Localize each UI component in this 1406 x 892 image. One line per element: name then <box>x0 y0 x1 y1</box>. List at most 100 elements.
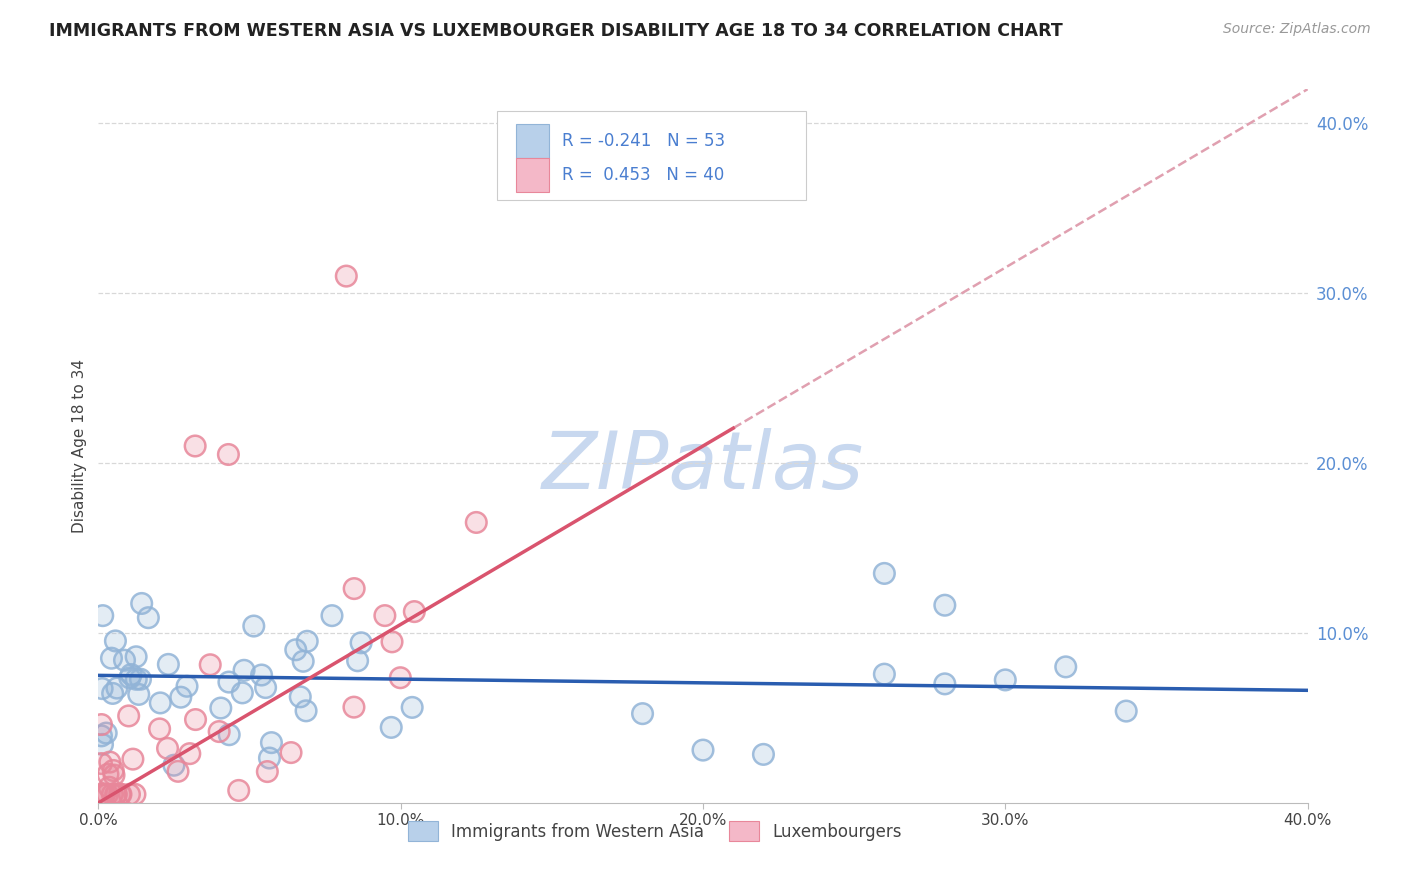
Point <box>873 667 896 681</box>
Point <box>101 686 124 700</box>
Point <box>156 741 179 756</box>
Text: ZIPatlas: ZIPatlas <box>541 428 865 507</box>
Point <box>1115 704 1137 718</box>
Point <box>343 700 366 714</box>
Text: Source: ZipAtlas.com: Source: ZipAtlas.com <box>1223 22 1371 37</box>
Point <box>228 783 250 797</box>
Point <box>465 516 488 530</box>
Point <box>98 780 121 795</box>
Point <box>118 709 141 723</box>
Point <box>156 741 179 756</box>
Point <box>114 653 136 667</box>
Point <box>380 720 402 734</box>
Point <box>101 787 124 801</box>
Point <box>297 634 319 648</box>
Point <box>149 696 172 710</box>
Point <box>200 657 222 672</box>
Point <box>231 686 253 700</box>
Text: R = -0.241   N = 53: R = -0.241 N = 53 <box>561 132 724 150</box>
Point <box>233 663 256 677</box>
Point <box>350 636 373 650</box>
Point <box>321 608 343 623</box>
Point <box>93 787 115 801</box>
Point <box>934 677 956 691</box>
Point <box>208 724 231 739</box>
Text: R =  0.453   N = 40: R = 0.453 N = 40 <box>561 166 724 184</box>
Point <box>125 673 148 687</box>
Point <box>100 651 122 665</box>
Point <box>231 686 253 700</box>
Point <box>91 738 114 752</box>
Point <box>254 681 277 695</box>
Point <box>114 653 136 667</box>
Point <box>233 663 256 677</box>
Point <box>157 657 180 672</box>
Point <box>97 767 120 781</box>
Point <box>96 787 118 801</box>
Point <box>280 746 302 760</box>
Point <box>184 439 207 453</box>
Point <box>934 599 956 613</box>
Point <box>335 269 357 284</box>
Point <box>163 758 186 772</box>
Point <box>90 729 112 743</box>
Point <box>343 700 366 714</box>
Point <box>104 634 127 648</box>
Point <box>120 667 142 681</box>
Point <box>218 728 240 742</box>
Point <box>110 787 132 801</box>
Point <box>401 700 423 714</box>
Point <box>96 726 118 740</box>
Point <box>284 642 307 657</box>
Point <box>125 649 148 664</box>
Point <box>104 634 127 648</box>
Point <box>343 582 366 596</box>
Point <box>91 608 114 623</box>
Point <box>122 752 145 766</box>
Point <box>90 717 112 731</box>
Point <box>91 738 114 752</box>
Point <box>1054 660 1077 674</box>
Point <box>105 787 128 801</box>
Point <box>256 764 278 779</box>
Point <box>90 756 112 771</box>
FancyBboxPatch shape <box>498 111 806 200</box>
Point <box>217 448 239 462</box>
Point <box>101 686 124 700</box>
Point <box>389 671 412 685</box>
Point <box>295 704 318 718</box>
Point <box>90 717 112 731</box>
Point <box>163 758 186 772</box>
Point <box>243 619 266 633</box>
Point <box>176 679 198 693</box>
Point <box>118 671 141 685</box>
Point <box>1115 704 1137 718</box>
Point <box>374 608 396 623</box>
Point <box>381 635 404 649</box>
Point <box>128 687 150 701</box>
Point <box>934 677 956 691</box>
Point <box>125 673 148 687</box>
Point <box>873 566 896 581</box>
Point <box>93 787 115 801</box>
Point <box>184 713 207 727</box>
Point <box>122 752 145 766</box>
Point <box>290 690 312 704</box>
Legend: Immigrants from Western Asia, Luxembourgers: Immigrants from Western Asia, Luxembourg… <box>401 814 908 848</box>
Point <box>692 743 714 757</box>
Point <box>170 690 193 705</box>
Point <box>873 667 896 681</box>
Point <box>692 743 714 757</box>
Point <box>260 736 283 750</box>
Point <box>124 787 146 801</box>
Bar <box>516 158 550 192</box>
Point <box>259 751 281 765</box>
Point <box>873 566 896 581</box>
Point <box>256 764 278 779</box>
Point <box>465 516 488 530</box>
Point <box>404 605 426 619</box>
Point <box>343 582 366 596</box>
Point <box>218 675 240 690</box>
Point <box>321 608 343 623</box>
Point <box>254 681 277 695</box>
